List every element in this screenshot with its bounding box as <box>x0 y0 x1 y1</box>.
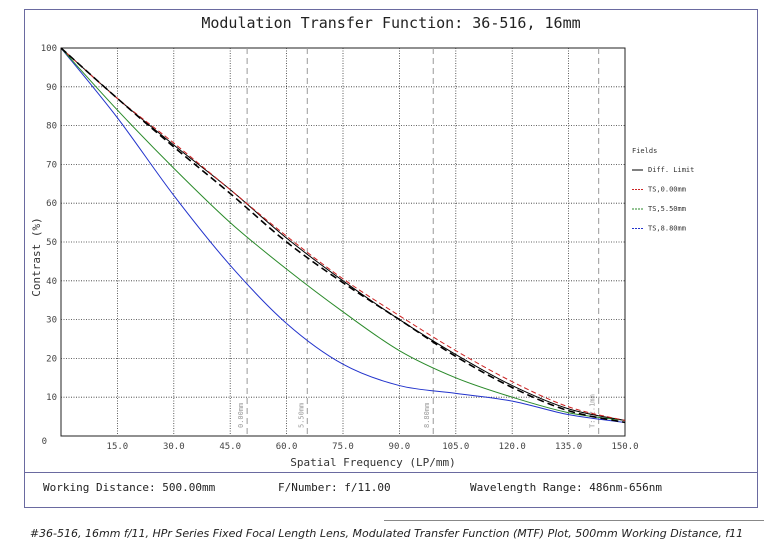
field-marker-label: 8.80mm <box>423 403 431 428</box>
x-tick-label: 30.0 <box>163 442 185 452</box>
series-line-diff-limit <box>60 47 626 421</box>
y-tick-label: 0 <box>42 437 47 447</box>
series-line-dashed-black <box>60 47 626 424</box>
series-lines <box>60 47 626 424</box>
grid <box>60 47 626 437</box>
legend-entry: TS,8.80mm <box>648 225 686 233</box>
tick-labels: 15.0 30.0 45.0 60.0 75.0 90.0 105.0 120.0 135.0 1… <box>41 44 639 452</box>
x-tick-label: 75.0 <box>332 442 354 452</box>
series-line-ts-5-50mm <box>60 47 626 421</box>
legend-title: Fields <box>632 147 657 155</box>
y-tick-label: 90 <box>46 83 57 93</box>
chart-title: Modulation Transfer Function: 36-516, 16… <box>201 14 581 32</box>
field-marker-label: 5.50mm <box>297 403 305 428</box>
plot-frame <box>24 9 758 508</box>
y-tick-label: 50 <box>46 238 57 248</box>
caption-separator <box>384 520 764 521</box>
field-marker-label: 0.00mm <box>237 403 245 428</box>
x-tick-label: 45.0 <box>219 442 241 452</box>
y-tick-label: 20 <box>46 354 57 364</box>
y-axis-label: Contrast (%) <box>30 217 43 296</box>
legend: Fields Diff. Limit TS,0.00mm TS,5.50mm TS,8.… <box>632 147 694 233</box>
x-axis-label: Spatial Frequency (LP/mm) <box>290 456 456 469</box>
field-marker-label: T: 2.1mm <box>589 394 597 428</box>
y-tick-label: 10 <box>46 393 57 403</box>
y-tick-label: 100 <box>41 44 57 54</box>
field-markers: 0.00mm 5.50mm 8.80mm T: 2.1mm <box>237 48 600 436</box>
caption: #36-516, 16mm f/11, HPr Series Fixed Foc… <box>29 527 744 540</box>
x-tick-label: 120.0 <box>499 442 526 452</box>
x-tick-label: 135.0 <box>555 442 582 452</box>
series-line-ts-8-80mm <box>60 47 626 423</box>
y-tick-label: 70 <box>46 160 57 170</box>
x-tick-label: 60.0 <box>276 442 298 452</box>
y-tick-label: 60 <box>46 199 57 209</box>
y-tick-label: 30 <box>46 316 57 326</box>
legend-entry: TS,5.50mm <box>648 205 686 213</box>
y-tick-label: 40 <box>46 277 57 287</box>
legend-entry: TS,0.00mm <box>648 186 686 194</box>
x-tick-label: 90.0 <box>389 442 411 452</box>
legend-entry: Diff. Limit <box>648 166 694 174</box>
f-number: F/Number: f/11.00 <box>278 481 391 494</box>
working-distance: Working Distance: 500.00mm <box>43 481 216 494</box>
wavelength-range: Wavelength Range: 486nm-656nm <box>470 481 663 494</box>
x-tick-label: 15.0 <box>107 442 129 452</box>
y-tick-label: 80 <box>46 122 57 132</box>
footer-box <box>24 472 758 508</box>
x-tick-label: 150.0 <box>611 442 638 452</box>
x-tick-label: 105.0 <box>442 442 469 452</box>
series-line-ts-0-00mm <box>60 47 626 421</box>
